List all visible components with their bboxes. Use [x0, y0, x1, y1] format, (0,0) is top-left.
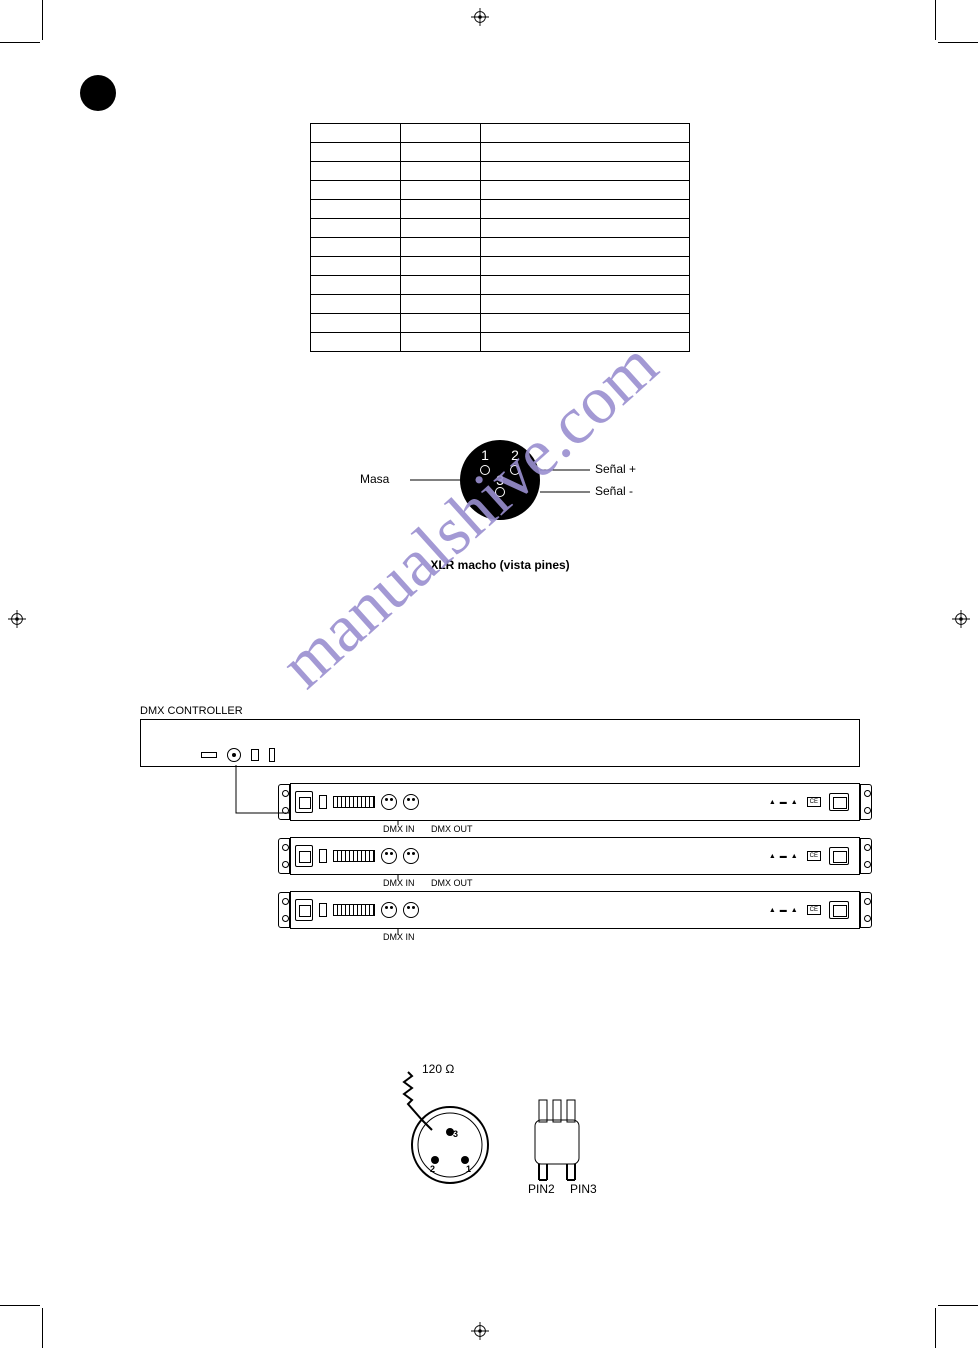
dmx-out-label: DMX OUT: [431, 878, 473, 888]
dmx-in-label: DMX IN: [383, 878, 415, 888]
registration-mark: [471, 8, 489, 26]
svg-text:1: 1: [466, 1164, 471, 1174]
data-table: [310, 123, 690, 352]
xlr-pin2-label: Señal +: [595, 462, 636, 476]
terminator-pin2-label: PIN2: [528, 1182, 555, 1196]
dmx-controller-box: [140, 719, 860, 767]
svg-text:2: 2: [511, 447, 519, 463]
crop-mark: [935, 1308, 936, 1348]
power-switch-icon: [319, 795, 327, 809]
rack-unit-3: ▲ ▬ ▲ CE DMX IN: [290, 891, 860, 929]
xlr-pin1-label: Masa: [360, 472, 389, 486]
svg-text:2: 2: [430, 1164, 435, 1174]
crop-mark: [0, 1305, 40, 1306]
crop-mark: [0, 42, 40, 43]
controller-xlr-icon: [227, 748, 241, 762]
iec-inlet-icon: [295, 899, 313, 921]
iec-outlet-icon: [829, 793, 849, 811]
xlr-pin3-label: Señal -: [595, 484, 633, 498]
xlr-caption: XLR macho (vista pines): [310, 558, 690, 572]
svg-text:1: 1: [481, 447, 489, 463]
iec-inlet-icon: [295, 845, 313, 867]
dmx-in-jack-icon: [381, 902, 397, 918]
power-switch-icon: [319, 849, 327, 863]
spec-icons: ▲ ▬ ▲: [769, 799, 799, 806]
dmx-in-label: DMX IN: [383, 932, 415, 942]
spec-icons: ▲ ▬ ▲: [769, 853, 799, 860]
iec-outlet-icon: [829, 901, 849, 919]
iec-outlet-icon: [829, 847, 849, 865]
crop-mark: [938, 1305, 978, 1306]
crop-mark: [42, 1308, 43, 1348]
terminator-diagram: 2 1 3 120 Ω PIN2 PIN3: [360, 1060, 660, 1200]
dmx-out-jack-icon: [403, 794, 419, 810]
dip-switch-icon: [333, 904, 375, 916]
dmx-out-label: DMX OUT: [431, 824, 473, 834]
ce-mark: CE: [807, 851, 821, 861]
dmx-in-jack-icon: [381, 794, 397, 810]
crop-mark: [42, 0, 43, 40]
controller-port-icon: [201, 752, 217, 758]
controller-switch-icon: [251, 749, 259, 761]
dmx-out-jack-icon: [403, 848, 419, 864]
svg-text:3: 3: [496, 472, 504, 488]
dip-switch-icon: [333, 796, 375, 808]
dip-switch-icon: [333, 850, 375, 862]
dmx-out-jack-icon: [403, 902, 419, 918]
svg-text:3: 3: [453, 1129, 458, 1139]
dmx-in-jack-icon: [381, 848, 397, 864]
ce-mark: CE: [807, 797, 821, 807]
registration-mark: [952, 610, 970, 628]
power-switch-icon: [319, 903, 327, 917]
rack-unit-2: ▲ ▬ ▲ CE DMX IN DMX OUT: [290, 837, 860, 875]
ce-mark: CE: [807, 905, 821, 915]
spec-icons: ▲ ▬ ▲: [769, 907, 799, 914]
registration-mark: [8, 610, 26, 628]
registration-mark: [471, 1322, 489, 1340]
terminator-pin3-label: PIN3: [570, 1182, 597, 1196]
page-content: 1 2 3 Masa Señal + Señal - XLR macho (vi…: [60, 45, 918, 1303]
rack-unit-1: ▲ ▬ ▲ CE DMX IN DMX OUT: [290, 783, 860, 821]
crop-mark: [935, 0, 936, 40]
crop-mark: [938, 42, 978, 43]
controller-slot-icon: [269, 748, 275, 762]
iec-inlet-icon: [295, 791, 313, 813]
dmx-chain-diagram: DMX CONTROLLER ▲: [140, 705, 860, 1015]
resistor-value-label: 120 Ω: [422, 1062, 454, 1076]
section-marker-dot: [80, 75, 116, 111]
dmx-controller-label: DMX CONTROLLER: [140, 705, 860, 717]
dmx-in-label: DMX IN: [383, 824, 415, 834]
xlr-pinout-diagram: 1 2 3 Masa Señal + Señal - XLR macho (vi…: [310, 400, 690, 600]
